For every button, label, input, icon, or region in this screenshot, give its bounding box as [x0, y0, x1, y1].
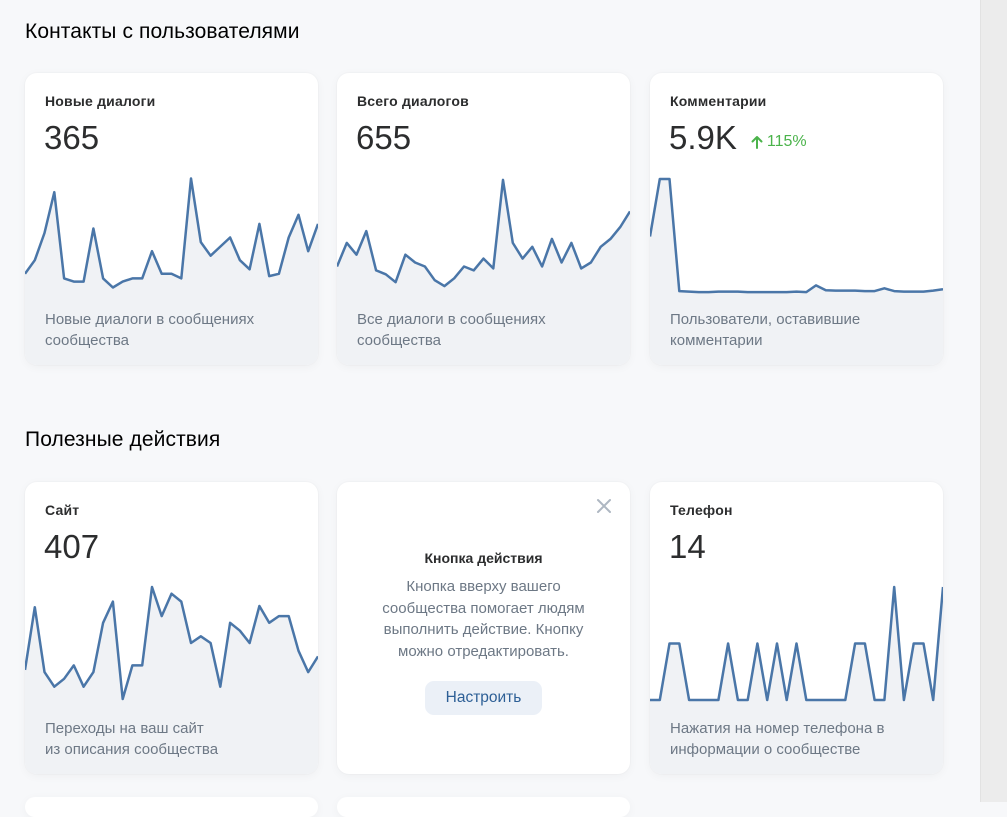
value-number: 14	[669, 528, 706, 565]
card-title: Новые диалоги	[45, 93, 156, 109]
stat-card-phone[interactable]: Телефон 14 Нажатия на номер телефона в и…	[650, 482, 943, 774]
action-button-promo-card: Кнопка действия Кнопка вверху вашего соо…	[337, 482, 630, 774]
next-row-card	[337, 797, 630, 817]
card-description: Пользователи, оставившие комментарии	[670, 311, 861, 349]
sparkline-chart	[337, 178, 630, 365]
chart-line	[25, 585, 318, 701]
card-value: 407	[44, 528, 99, 566]
stat-card-total-dialogs[interactable]: Всего диалогов 655 Все диалоги в сообщен…	[337, 73, 630, 365]
stats-page: Контакты с пользователями Новые диалоги …	[25, 20, 943, 774]
card-value: 655	[356, 119, 411, 157]
card-title: Сайт	[45, 502, 80, 518]
stat-card-new-dialogs[interactable]: Новые диалоги 365 Новые диалоги в сообще…	[25, 73, 318, 365]
card-title: Комментарии	[670, 93, 767, 109]
card-description: Все диалоги в сообщениях сообщества	[357, 311, 546, 349]
description-line: из описания сообщества	[45, 741, 219, 758]
card-title: Всего диалогов	[357, 93, 469, 109]
chart-area-fill	[25, 178, 318, 365]
card-description: Новые диалоги в сообщениях сообщества	[45, 311, 255, 349]
trend-badge: 115%	[751, 133, 807, 151]
card-description: Переходы на ваш сайт из описания сообщес…	[45, 718, 295, 760]
chart-area-fill	[650, 179, 943, 365]
card-value: 365	[44, 119, 99, 157]
promo-body: Кнопка действия Кнопка вверху вашего соо…	[337, 550, 630, 715]
chart-line	[650, 177, 943, 294]
description-line: Переходы на ваш сайт	[45, 720, 204, 737]
promo-title: Кнопка действия	[424, 550, 543, 566]
configure-button[interactable]: Настроить	[424, 681, 543, 715]
next-row-card	[25, 797, 318, 817]
scrollbar-track[interactable]	[980, 0, 1007, 802]
card-value: 14	[669, 528, 706, 566]
sparkline-chart	[25, 585, 318, 774]
stat-card-site[interactable]: Сайт 407 Переходы на ваш сайт из описани…	[25, 482, 318, 774]
stat-card-comments[interactable]: Комментарии 5.9K 115% Пользователи, оста…	[650, 73, 943, 365]
chart-area-fill	[337, 179, 630, 365]
sparkline-chart	[650, 177, 943, 365]
close-icon[interactable]	[594, 496, 614, 516]
chart-line	[25, 177, 318, 289]
card-description: Нажатия на номер телефона в информации о…	[670, 720, 885, 758]
trend-value: 115%	[766, 133, 807, 150]
value-number: 365	[44, 119, 100, 156]
card-title: Телефон	[670, 502, 733, 518]
chart-area-fill	[25, 587, 318, 774]
value-number: 5.9K	[669, 119, 737, 156]
value-number: 655	[356, 119, 412, 156]
arrow-up-icon	[751, 136, 763, 149]
sparkline-chart	[25, 177, 318, 365]
chart-line	[337, 178, 630, 288]
section-title-contacts: Контакты с пользователями	[25, 20, 300, 43]
sparkline-chart	[650, 585, 943, 774]
chart-area-fill	[650, 587, 943, 774]
value-number: 407	[44, 528, 100, 565]
chart-line	[650, 585, 943, 702]
section-title-useful-actions: Полезные действия	[25, 428, 221, 451]
promo-text: Кнопка вверху вашего сообщества помогает…	[382, 578, 585, 660]
card-value: 5.9K 115%	[669, 119, 807, 157]
